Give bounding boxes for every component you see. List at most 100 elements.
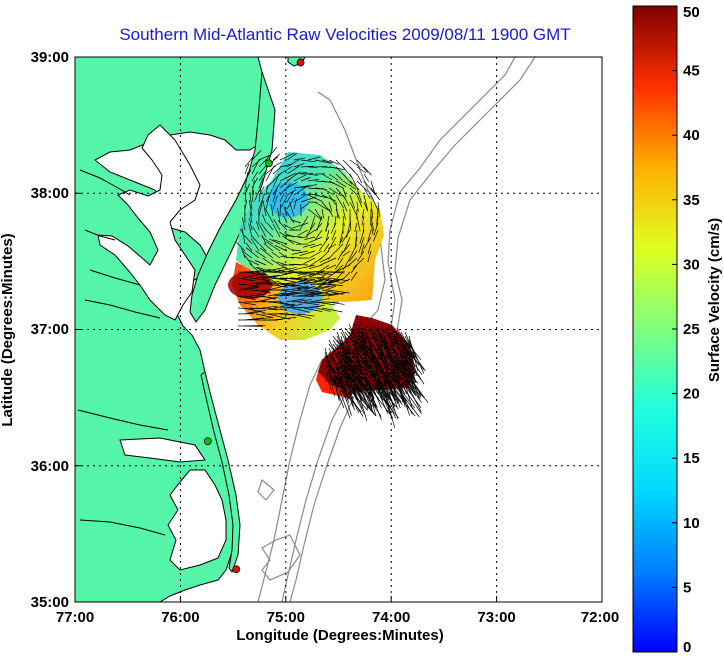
velocity-vector <box>291 283 310 289</box>
velocity-vector <box>279 197 287 210</box>
velocity-vector <box>274 244 288 252</box>
velocity-vector <box>370 201 374 219</box>
velocity-vector <box>279 173 295 182</box>
velocity-vector <box>352 257 365 269</box>
velocity-vector <box>303 277 328 284</box>
velocity-vector <box>243 295 259 299</box>
velocity-vector <box>237 285 260 291</box>
velocity-vector <box>348 383 373 412</box>
velocity-vector <box>384 347 406 376</box>
velocity-vector <box>249 212 253 224</box>
velocity-vector <box>336 343 350 362</box>
velocity-vector <box>249 316 274 321</box>
velocity-vector <box>344 351 362 386</box>
velocity-vector <box>356 187 362 203</box>
velocity-vector <box>267 273 288 279</box>
velocity-vector <box>249 293 267 297</box>
velocity-vector <box>307 173 318 176</box>
bays <box>97 124 227 571</box>
velocity-vector <box>244 199 248 210</box>
grid-lines <box>75 57 602 602</box>
velocity-vector <box>293 157 306 161</box>
velocity-vector <box>361 208 365 219</box>
velocity-vector <box>248 200 253 217</box>
velocity-vector <box>258 200 264 217</box>
velocity-vector <box>388 327 408 353</box>
velocity-vector <box>367 243 372 254</box>
velocity-vector <box>370 187 381 201</box>
velocity-vector <box>251 150 262 161</box>
velocity-vector <box>254 260 267 266</box>
velocity-vector <box>408 379 422 398</box>
velocity-vector <box>309 277 325 279</box>
velocity-vector <box>321 208 325 219</box>
velocity-vector <box>243 287 258 291</box>
rappahannock-river <box>84 229 116 241</box>
velocity-vector <box>251 179 255 196</box>
velocity-vector <box>276 261 288 266</box>
velocity-vector <box>360 383 372 407</box>
velocity-vector <box>314 285 330 290</box>
velocity-vector <box>342 187 347 198</box>
velocity-vector <box>356 391 371 409</box>
velocity-vector <box>339 278 351 285</box>
velocity-vector <box>286 152 298 161</box>
velocity-vector <box>269 238 281 245</box>
colorbar-tick-label: 45 <box>683 63 700 80</box>
velocity-vector <box>346 222 351 238</box>
velocity-vector <box>243 307 266 314</box>
velocity-vector <box>265 165 276 175</box>
velocity-vector <box>335 201 339 219</box>
velocity-vector <box>400 335 416 359</box>
colorbar-tick-label: 35 <box>683 192 700 209</box>
velocity-vector <box>349 166 358 175</box>
velocity-vector <box>307 156 321 161</box>
velocity-vector <box>285 292 302 297</box>
velocity-vector <box>343 271 351 280</box>
velocity-vector <box>336 347 344 370</box>
velocity-vector <box>372 375 393 401</box>
velocity-vector <box>267 284 288 291</box>
velocity-vector <box>285 298 305 303</box>
velocity-vector <box>255 250 267 259</box>
velocity-vector <box>308 250 323 259</box>
velocity-vector <box>273 312 289 315</box>
colorbar-tick-label: 5 <box>683 579 691 596</box>
velocity-vector <box>380 387 397 419</box>
velocity-vector <box>303 307 323 312</box>
velocity-vector <box>349 173 357 186</box>
velocity-vector <box>285 266 306 273</box>
velocity-vector <box>272 195 278 210</box>
velocity-vector <box>237 301 257 306</box>
velocity-vector <box>400 359 408 381</box>
velocity-vector <box>336 379 348 402</box>
velocity-vector <box>327 292 346 297</box>
velocity-vector <box>272 223 281 238</box>
velocity-vector <box>261 236 274 245</box>
velocity-vector <box>308 236 323 244</box>
velocity-vector <box>293 198 297 210</box>
velocity-vector <box>325 285 337 291</box>
velocity-vector <box>352 387 363 409</box>
velocity-vector <box>342 208 346 220</box>
velocity-vector <box>279 231 288 238</box>
velocity-vector <box>404 339 422 360</box>
velocity-vector <box>300 203 310 210</box>
velocity-vector <box>243 283 260 289</box>
velocity-vector <box>258 177 264 189</box>
velocity-vector <box>373 229 379 242</box>
velocity-vector <box>262 214 267 224</box>
velocity-vector <box>342 250 351 257</box>
velocity-vector <box>408 375 429 403</box>
velocity-vector <box>265 146 278 161</box>
velocity-vector <box>384 387 396 408</box>
velocity-vector <box>344 343 357 373</box>
velocity-vector <box>261 300 282 303</box>
velocity-vector <box>335 180 347 188</box>
velocity-vector <box>348 250 358 262</box>
velocity-vector <box>271 259 281 266</box>
velocity-vector <box>388 391 396 412</box>
velocity-vector <box>252 226 260 238</box>
velocity-vector <box>289 201 295 217</box>
velocity-vector <box>348 367 367 395</box>
